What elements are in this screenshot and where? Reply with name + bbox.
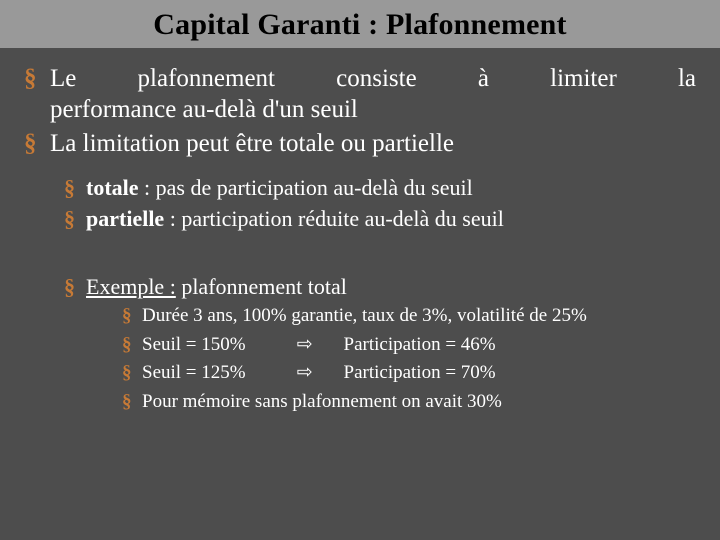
body-text: performance au-delà d'un seuil	[50, 95, 696, 126]
body-text: Durée 3 ans, 100% garantie, taux de 3%, …	[142, 305, 587, 326]
level1-item: La limitation peut être totale ou partie…	[24, 129, 696, 160]
body-text: La limitation peut être totale ou partie…	[50, 130, 454, 157]
seuil-row: Seuil = 125% ⇨ Participation = 70%	[142, 361, 496, 386]
emphasis-label: totale	[86, 175, 139, 200]
emphasis-label: partielle	[86, 206, 164, 231]
level3-item: Seuil = 125% ⇨ Participation = 70%	[122, 361, 696, 386]
body-text: Pour mémoire sans plafonnement on avait …	[142, 391, 502, 412]
slide: Capital Garanti : Plafonnement Le plafon…	[0, 0, 720, 540]
level2-item: totale : pas de participation au-delà du…	[64, 174, 696, 202]
title-bar: Capital Garanti : Plafonnement	[0, 0, 720, 48]
body-text: plafonnement total	[176, 274, 347, 299]
level3-list: Durée 3 ans, 100% garantie, taux de 3%, …	[86, 304, 696, 415]
seuil-value: Seuil = 150%	[142, 333, 266, 358]
level2-item: partielle : participation réduite au-del…	[64, 205, 696, 233]
level2-list: totale : pas de participation au-delà du…	[24, 174, 696, 233]
seuil-value: Seuil = 125%	[142, 361, 266, 386]
level2-item-example: Exemple : plafonnement total Durée 3 ans…	[64, 273, 696, 415]
participation-value: Participation = 70%	[344, 361, 496, 386]
level3-item: Pour mémoire sans plafonnement on avait …	[122, 390, 696, 415]
slide-content: Le plafonnement consiste à limiter la pe…	[0, 48, 720, 415]
body-text: : participation réduite au-delà du seuil	[164, 206, 504, 231]
participation-value: Participation = 46%	[344, 333, 496, 358]
slide-title: Capital Garanti : Plafonnement	[153, 8, 566, 41]
arrow-icon: ⇨	[271, 361, 339, 386]
level1-list: Le plafonnement consiste à limiter la pe…	[24, 64, 696, 160]
body-text: Le plafonnement consiste à limiter la	[50, 64, 696, 95]
example-label: Exemple :	[86, 274, 176, 299]
level1-item: Le plafonnement consiste à limiter la pe…	[24, 64, 696, 125]
spacer	[24, 237, 696, 259]
level2-list: Exemple : plafonnement total Durée 3 ans…	[24, 273, 696, 415]
arrow-icon: ⇨	[271, 333, 339, 358]
body-text: : pas de participation au-delà du seuil	[139, 175, 473, 200]
level3-item: Durée 3 ans, 100% garantie, taux de 3%, …	[122, 304, 696, 329]
level3-item: Seuil = 150% ⇨ Participation = 46%	[122, 333, 696, 358]
seuil-row: Seuil = 150% ⇨ Participation = 46%	[142, 333, 496, 358]
